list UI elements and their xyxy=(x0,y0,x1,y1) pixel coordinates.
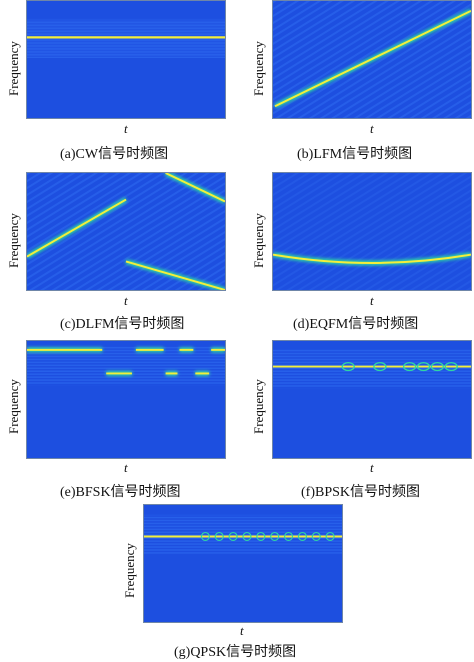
spectrogram-lfm xyxy=(272,0,472,119)
x-axis-label: t xyxy=(240,623,244,638)
x-axis-label: t xyxy=(370,121,374,136)
x-axis-label: t xyxy=(370,460,374,475)
spectrogram-bfsk xyxy=(26,340,226,459)
x-axis-label: t xyxy=(370,293,374,308)
spectrogram-cw xyxy=(26,0,226,119)
spectrogram-bpsk xyxy=(272,340,472,459)
y-axis-label: Frequency xyxy=(122,543,137,598)
frequency-ridge xyxy=(273,253,471,264)
frequency-ridge xyxy=(274,9,471,108)
caption-d: (d)EQFM信号时频图 xyxy=(293,317,419,332)
spectrogram-dlfm xyxy=(26,172,226,291)
frequency-ridge-up xyxy=(27,198,127,258)
caption-e: (e)BFSK信号时频图 xyxy=(60,485,181,500)
caption-a: (a)CW信号时频图 xyxy=(60,147,169,162)
x-axis-label: t xyxy=(124,460,128,475)
y-axis-label: Frequency xyxy=(251,379,266,434)
frequency-ridge-down-bottom xyxy=(125,260,225,290)
y-axis-label: Frequency xyxy=(6,41,21,96)
caption-c: (c)DLFM信号时频图 xyxy=(60,317,185,332)
caption-f: (f)BPSK信号时频图 xyxy=(301,485,421,500)
y-axis-label: Frequency xyxy=(6,379,21,434)
x-axis-label: t xyxy=(124,121,128,136)
y-axis-label: Frequency xyxy=(251,41,266,96)
spectrogram-qpsk xyxy=(143,504,343,623)
caption-g: (g)QPSK信号时频图 xyxy=(174,645,297,660)
caption-b: (b)LFM信号时频图 xyxy=(297,147,413,162)
x-axis-label: t xyxy=(124,293,128,308)
frequency-ridge-down-top xyxy=(165,173,225,203)
spectrogram-eqfm xyxy=(272,172,472,291)
y-axis-label: Frequency xyxy=(6,213,21,268)
y-axis-label: Frequency xyxy=(251,213,266,268)
